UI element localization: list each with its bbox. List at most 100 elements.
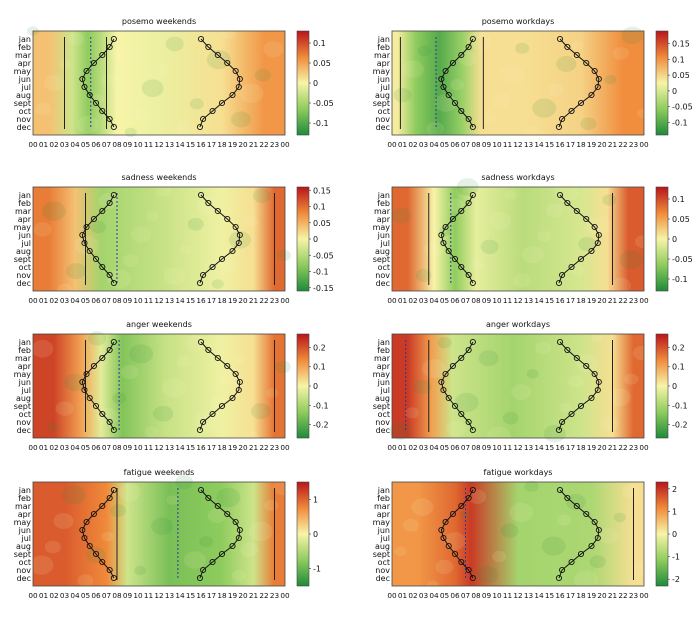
sunset-point: [568, 410, 575, 418]
month-tick-label: aug: [375, 394, 390, 403]
hour-tick-label: 11: [503, 591, 512, 600]
heat-texture: [565, 493, 586, 510]
heat-texture: [68, 32, 85, 46]
heat-texture: [144, 426, 159, 438]
sunset-point: [229, 247, 236, 255]
colorbar-tick-label: 0: [672, 530, 677, 539]
panel-title: posemo workdays: [482, 17, 555, 26]
plot-frame: [32, 186, 286, 292]
month-tick-label: apr: [18, 510, 32, 519]
hour-tick-label: 08: [471, 443, 481, 452]
hour-tick-label: 19: [587, 443, 597, 452]
panel-fatigue-workdays: fatigue workdays janfebmaraprmayjunjulaug…: [373, 468, 680, 600]
sunset-point: [205, 199, 212, 207]
sunrise-point: [81, 386, 88, 394]
sunrise-point: [99, 410, 106, 418]
hour-tick-label: 07: [461, 296, 471, 305]
sunset-point: [236, 378, 243, 386]
hour-tick-label: 15: [545, 296, 554, 305]
hour-tick-label: 06: [450, 591, 460, 600]
heat-texture: [59, 60, 72, 70]
hour-tick-label: 14: [534, 296, 544, 305]
colorbar-tick-label: 0.2: [672, 343, 685, 352]
heat-texture: [634, 235, 651, 249]
sunrise-point: [110, 338, 117, 346]
heatmap: [33, 482, 285, 586]
sunset-point: [559, 418, 566, 426]
heat-texture: [177, 356, 192, 368]
colorbar-tick-label: 0.1: [313, 39, 326, 48]
month-tick-label: nov: [16, 566, 31, 575]
hour-tick-label: 00: [387, 296, 397, 305]
hour-tick-label: 20: [238, 296, 248, 305]
sunset-point: [577, 550, 585, 558]
month-tick-label: mar: [15, 354, 32, 363]
heat-texture: [554, 182, 579, 202]
hour-tick-label: 00: [280, 443, 290, 452]
sunset-point: [218, 255, 226, 263]
sunset-point: [235, 386, 242, 394]
sunset-point: [595, 231, 602, 239]
sunrise-point: [458, 502, 465, 510]
hour-tick-label: 11: [144, 443, 153, 452]
sunset-point: [595, 526, 602, 534]
hour-tick-label: 00: [280, 591, 290, 600]
month-tick-label: may: [14, 223, 32, 232]
month-tick-label: aug: [16, 394, 31, 403]
sunrise-point: [83, 67, 90, 75]
sunrise-point: [92, 550, 100, 558]
sunrise-point: [440, 534, 447, 542]
panel-title: sadness weekends: [122, 173, 197, 182]
sunset-point: [232, 370, 239, 378]
month-tick-label: feb: [18, 494, 31, 503]
month-tick-label: sept: [14, 255, 31, 264]
heat-texture: [240, 542, 259, 557]
hour-tick-label: 09: [123, 140, 133, 149]
heat-texture: [161, 378, 186, 398]
hour-tick-label: 22: [259, 591, 268, 600]
panel-posemo-workdays: posemo workdays janfebmaraprmayjunjulaugs…: [373, 17, 693, 149]
heat-texture: [131, 226, 152, 243]
hour-tick-label: 16: [555, 296, 565, 305]
hour-tick-label: 03: [419, 591, 429, 600]
sunset-point: [573, 51, 580, 59]
month-tick-label: mar: [374, 354, 391, 363]
hour-tick-label: 15: [545, 443, 554, 452]
hour-tick-label: 22: [259, 443, 268, 452]
hour-tick-label: 16: [196, 591, 206, 600]
heat-texture: [55, 401, 74, 416]
heat-texture: [541, 536, 566, 556]
hour-tick-label: 09: [482, 140, 492, 149]
colorbar-tick-label: 0.1: [672, 55, 685, 64]
hour-tick-label: 21: [249, 591, 258, 600]
hour-tick-label: 08: [471, 140, 481, 149]
hour-tick-label: 13: [524, 140, 534, 149]
month-tick-label: feb: [18, 43, 31, 52]
month-tick-label: apr: [377, 510, 391, 519]
panel-sadness-weekends: sadness weekends janfebmaraprmayjunjulaug…: [14, 173, 334, 305]
month-tick-label: nov: [375, 418, 390, 427]
month-tick-label: aug: [375, 91, 390, 100]
sunrise-point: [451, 402, 459, 410]
sunrise-point: [86, 542, 93, 550]
month-tick-label: jul: [20, 83, 31, 92]
month-tick-label: oct: [19, 558, 31, 567]
heat-texture: [492, 550, 507, 563]
colorbar-tick-label: 0.05: [313, 219, 331, 228]
sunrise-point: [106, 43, 113, 51]
month-tick-label: jul: [20, 239, 31, 248]
heat-texture: [556, 55, 577, 72]
month-tick-label: mar: [15, 51, 32, 60]
hour-tick-label: 10: [492, 140, 502, 149]
hour-tick-label: 01: [39, 443, 48, 452]
colorbar-tick-label: 0.05: [672, 71, 690, 80]
sunrise-curve: [440, 38, 474, 128]
sunset-point: [573, 502, 580, 510]
heat-texture: [57, 283, 72, 295]
hour-tick-label: 08: [471, 591, 481, 600]
month-tick-label: jan: [18, 35, 31, 44]
month-tick-label: nov: [375, 115, 390, 124]
month-tick-label: oct: [378, 558, 390, 567]
hour-tick-label: 20: [238, 443, 248, 452]
month-tick-label: oct: [19, 107, 31, 116]
